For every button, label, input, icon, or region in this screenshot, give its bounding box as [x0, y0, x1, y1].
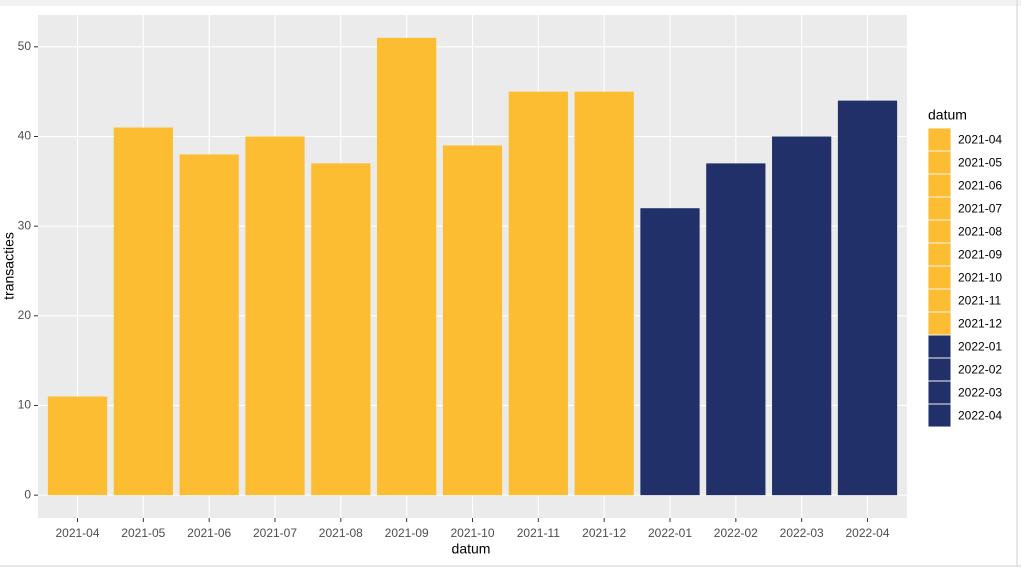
- legend-label: 2021-06: [958, 179, 1002, 193]
- y-axis-title: transacties: [1, 232, 17, 300]
- legend-label: 2022-03: [958, 386, 1002, 400]
- x-tick-label: 2021-05: [121, 526, 165, 540]
- legend-label: 2022-02: [958, 363, 1002, 377]
- legend-label: 2021-08: [958, 225, 1002, 239]
- legend-swatch: [928, 243, 951, 266]
- bar: [245, 136, 305, 496]
- legend-swatch: [928, 358, 951, 381]
- x-tick-label: 2022-02: [714, 526, 758, 540]
- legend-swatch: [928, 381, 951, 404]
- legend-swatch: [928, 289, 951, 312]
- x-tick-label: 2021-04: [55, 526, 99, 540]
- legend-label: 2021-07: [958, 202, 1002, 216]
- x-tick-label: 2022-03: [780, 526, 824, 540]
- bar: [442, 145, 503, 496]
- toolbar-strip: [0, 0, 1021, 6]
- legend-label: 2021-12: [958, 317, 1002, 331]
- legend-title: datum: [928, 107, 967, 123]
- y-tick-label: 50: [18, 39, 32, 53]
- legend-label: 2022-01: [958, 340, 1002, 354]
- legend-swatch: [928, 266, 951, 289]
- legend-label: 2021-10: [958, 271, 1002, 285]
- y-tick-label: 30: [18, 218, 32, 232]
- y-tick-label: 40: [18, 129, 32, 143]
- bar: [772, 136, 832, 496]
- x-tick-label: 2021-06: [187, 526, 231, 540]
- bar: [311, 163, 371, 496]
- legend-swatch: [928, 151, 951, 174]
- x-axis-title: datum: [452, 541, 491, 557]
- y-tick-label: 0: [24, 487, 31, 501]
- legend-label: 2021-04: [958, 133, 1002, 147]
- bar: [706, 163, 766, 496]
- legend-swatch: [928, 174, 951, 197]
- legend-swatch: [928, 197, 951, 220]
- y-tick-label: 20: [18, 308, 32, 322]
- y-tick-label: 10: [18, 398, 32, 412]
- bar: [508, 91, 568, 496]
- bar: [837, 100, 898, 496]
- legend-swatch: [928, 335, 951, 358]
- legend-label: 2021-05: [958, 156, 1002, 170]
- x-tick-label: 2021-12: [582, 526, 626, 540]
- legend-label: 2021-11: [958, 294, 1001, 308]
- legend-swatch: [928, 128, 951, 151]
- x-tick-label: 2021-10: [450, 526, 494, 540]
- bar: [47, 396, 108, 496]
- bar: [640, 208, 700, 496]
- legend-label: 2021-09: [958, 248, 1002, 262]
- legend-swatch: [928, 220, 951, 243]
- x-tick-label: 2021-11: [517, 526, 560, 540]
- x-tick-label: 2021-09: [385, 526, 429, 540]
- x-tick-label: 2021-08: [319, 526, 363, 540]
- legend-label: 2022-04: [958, 409, 1002, 423]
- legend-swatch: [928, 404, 951, 427]
- x-tick-label: 2022-04: [845, 526, 889, 540]
- legend-swatch: [928, 312, 951, 335]
- x-tick-label: 2021-07: [253, 526, 297, 540]
- bar: [179, 154, 239, 496]
- bar: [113, 127, 173, 496]
- bar: [377, 37, 437, 496]
- bar: [574, 91, 634, 496]
- x-tick-label: 2022-01: [648, 526, 692, 540]
